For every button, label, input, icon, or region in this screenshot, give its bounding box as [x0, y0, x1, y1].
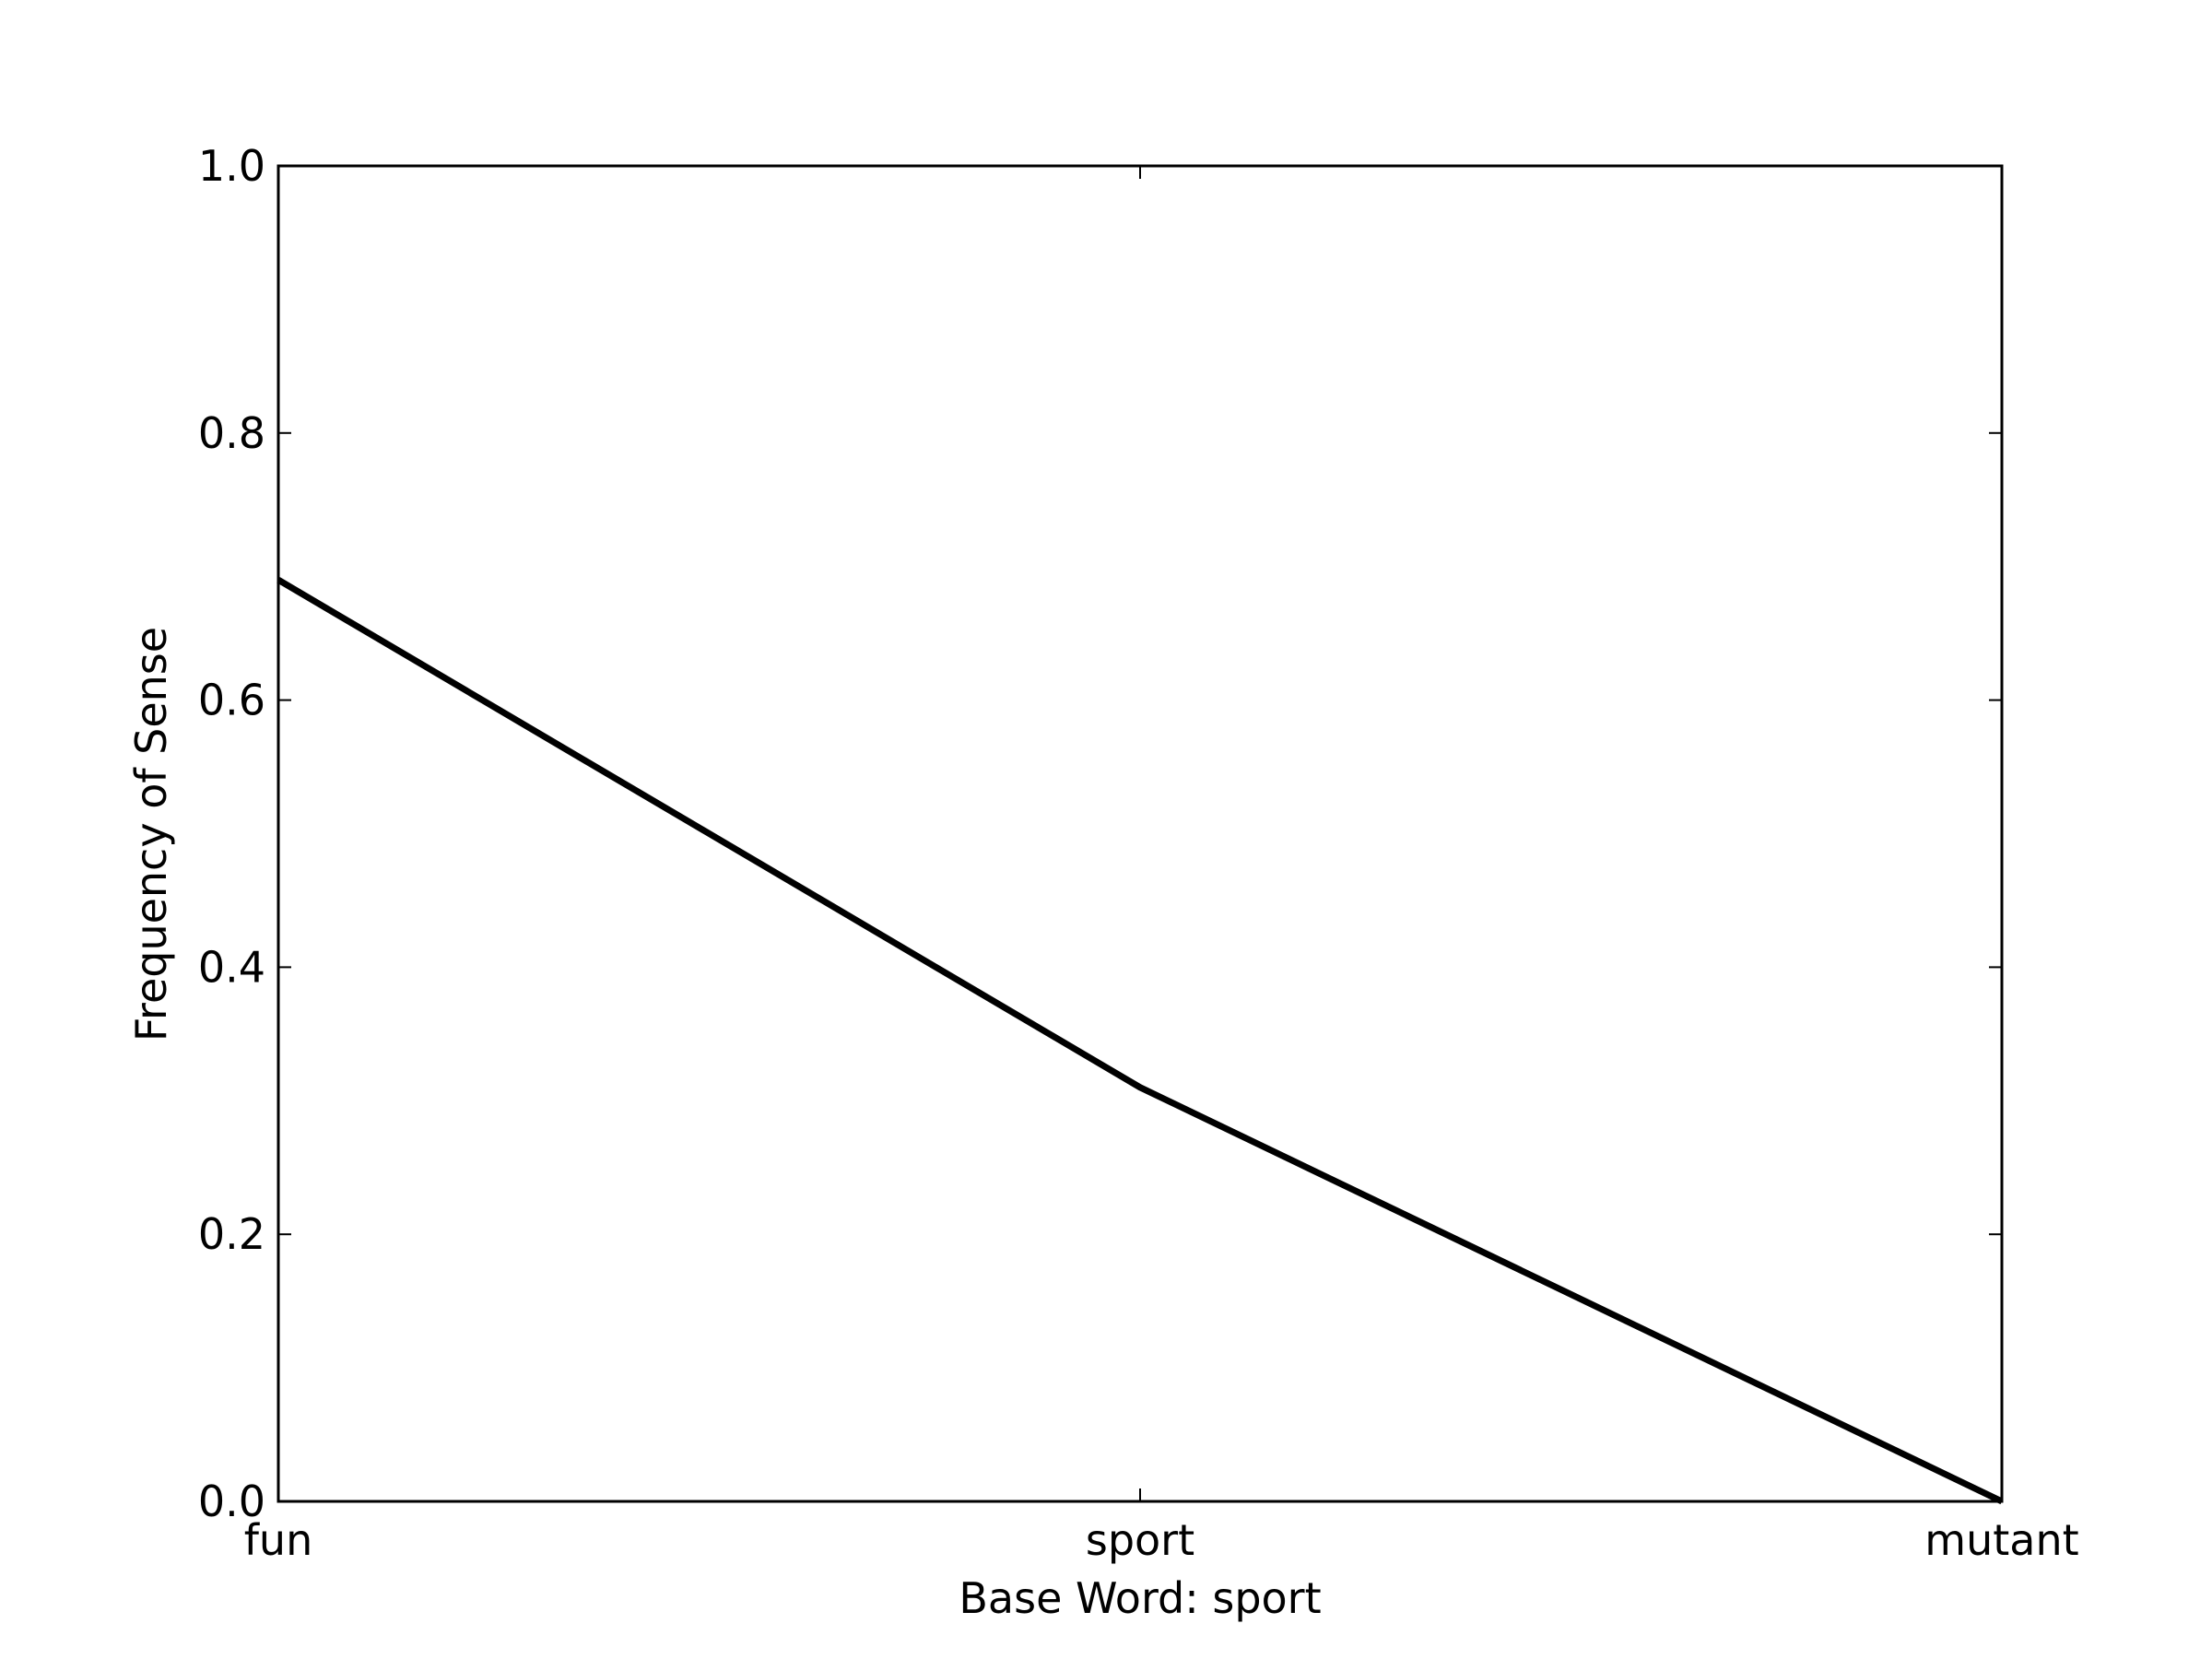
- plot-area-frame: [276, 164, 2004, 1503]
- tick-labels: 0.0 0.2 0.4 0.6 0.8 1.0 fun sport mutant: [198, 141, 2079, 1565]
- y-tick-label: 1.0: [198, 141, 265, 191]
- x-tick-label: sport: [1086, 1515, 1194, 1565]
- series-line: [276, 577, 2004, 1505]
- y-tick-label: 0.8: [198, 408, 265, 458]
- y-tick-label: 0.2: [198, 1209, 265, 1259]
- y-axis-label: Frequency of Sense: [126, 627, 176, 1041]
- x-tick-label: fun: [244, 1515, 313, 1565]
- y-tick-label: 0.0: [198, 1477, 265, 1526]
- y-tick-label: 0.4: [198, 942, 265, 992]
- x-axis-label: Base Word: sport: [959, 1573, 1321, 1623]
- y-tick-label: 0.6: [198, 676, 265, 725]
- x-tick-label: mutant: [1924, 1515, 2078, 1565]
- series-layer: [276, 577, 2004, 1505]
